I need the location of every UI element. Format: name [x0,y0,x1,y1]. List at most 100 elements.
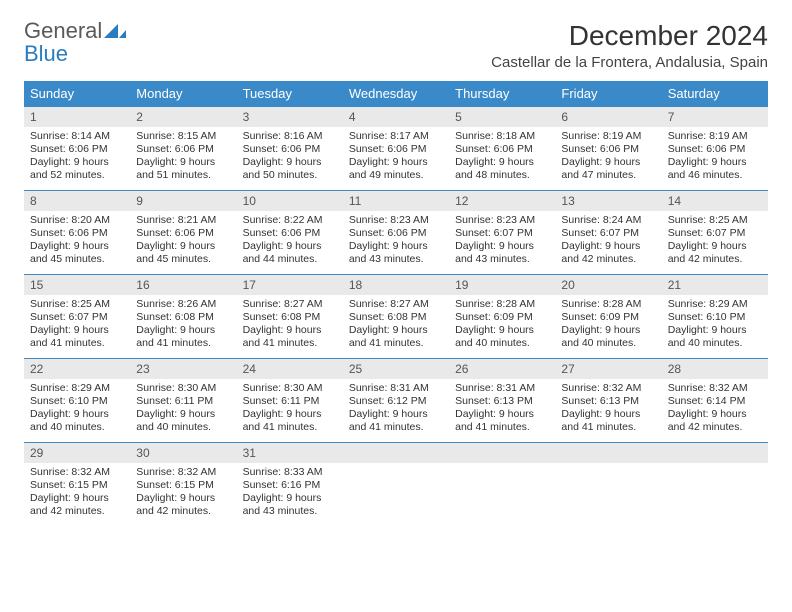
calendar-cell: 5Sunrise: 8:18 AMSunset: 6:06 PMDaylight… [449,107,555,191]
sunset-text: Sunset: 6:12 PM [349,395,443,408]
daylight-text-1: Daylight: 9 hours [136,240,230,253]
month-title: December 2024 [491,20,768,52]
sunset-text: Sunset: 6:06 PM [136,143,230,156]
daylight-text-1: Daylight: 9 hours [243,492,337,505]
calendar-cell: 9Sunrise: 8:21 AMSunset: 6:06 PMDaylight… [130,191,236,275]
day-info: Sunrise: 8:28 AMSunset: 6:09 PMDaylight:… [555,295,661,355]
weekday-header: Saturday [662,81,768,107]
sunrise-text: Sunrise: 8:23 AM [349,214,443,227]
sunrise-text: Sunrise: 8:16 AM [243,130,337,143]
day-number: 29 [24,443,130,463]
daylight-text-1: Daylight: 9 hours [30,408,124,421]
day-number: 26 [449,359,555,379]
day-number: 20 [555,275,661,295]
day-info: Sunrise: 8:28 AMSunset: 6:09 PMDaylight:… [449,295,555,355]
day-info: Sunrise: 8:24 AMSunset: 6:07 PMDaylight:… [555,211,661,271]
calendar-row: 22Sunrise: 8:29 AMSunset: 6:10 PMDayligh… [24,359,768,443]
day-info: Sunrise: 8:29 AMSunset: 6:10 PMDaylight:… [662,295,768,355]
day-number: 7 [662,107,768,127]
day-info: Sunrise: 8:22 AMSunset: 6:06 PMDaylight:… [237,211,343,271]
daylight-text-1: Daylight: 9 hours [243,408,337,421]
daylight-text-2: and 45 minutes. [136,253,230,266]
calendar-cell [343,443,449,527]
daylight-text-1: Daylight: 9 hours [455,324,549,337]
day-number: 30 [130,443,236,463]
sunrise-text: Sunrise: 8:15 AM [136,130,230,143]
daylight-text-1: Daylight: 9 hours [455,240,549,253]
daylight-text-2: and 41 minutes. [243,421,337,434]
daylight-text-1: Daylight: 9 hours [668,156,762,169]
day-info: Sunrise: 8:32 AMSunset: 6:15 PMDaylight:… [24,463,130,523]
day-info: Sunrise: 8:21 AMSunset: 6:06 PMDaylight:… [130,211,236,271]
day-info: Sunrise: 8:32 AMSunset: 6:13 PMDaylight:… [555,379,661,439]
daylight-text-2: and 48 minutes. [455,169,549,182]
sunset-text: Sunset: 6:06 PM [561,143,655,156]
day-number: 31 [237,443,343,463]
day-number: 15 [24,275,130,295]
sunrise-text: Sunrise: 8:17 AM [349,130,443,143]
calendar-cell: 13Sunrise: 8:24 AMSunset: 6:07 PMDayligh… [555,191,661,275]
calendar-cell: 21Sunrise: 8:29 AMSunset: 6:10 PMDayligh… [662,275,768,359]
sunset-text: Sunset: 6:07 PM [30,311,124,324]
day-number: 25 [343,359,449,379]
day-info: Sunrise: 8:25 AMSunset: 6:07 PMDaylight:… [662,211,768,271]
sunset-text: Sunset: 6:07 PM [561,227,655,240]
sunset-text: Sunset: 6:06 PM [668,143,762,156]
sunrise-text: Sunrise: 8:30 AM [136,382,230,395]
weekday-header: Sunday [24,81,130,107]
day-info: Sunrise: 8:18 AMSunset: 6:06 PMDaylight:… [449,127,555,187]
sunset-text: Sunset: 6:14 PM [668,395,762,408]
sunrise-text: Sunrise: 8:26 AM [136,298,230,311]
sunset-text: Sunset: 6:09 PM [455,311,549,324]
day-info: Sunrise: 8:31 AMSunset: 6:12 PMDaylight:… [343,379,449,439]
day-info: Sunrise: 8:19 AMSunset: 6:06 PMDaylight:… [662,127,768,187]
calendar-cell: 20Sunrise: 8:28 AMSunset: 6:09 PMDayligh… [555,275,661,359]
calendar-cell: 23Sunrise: 8:30 AMSunset: 6:11 PMDayligh… [130,359,236,443]
sunrise-text: Sunrise: 8:27 AM [243,298,337,311]
weekday-header: Friday [555,81,661,107]
calendar-cell: 15Sunrise: 8:25 AMSunset: 6:07 PMDayligh… [24,275,130,359]
sunrise-text: Sunrise: 8:30 AM [243,382,337,395]
daylight-text-2: and 40 minutes. [455,337,549,350]
calendar-cell: 6Sunrise: 8:19 AMSunset: 6:06 PMDaylight… [555,107,661,191]
daylight-text-1: Daylight: 9 hours [455,408,549,421]
daylight-text-2: and 52 minutes. [30,169,124,182]
daylight-text-2: and 40 minutes. [136,421,230,434]
day-info: Sunrise: 8:31 AMSunset: 6:13 PMDaylight:… [449,379,555,439]
sunset-text: Sunset: 6:07 PM [668,227,762,240]
daylight-text-1: Daylight: 9 hours [668,408,762,421]
sunset-text: Sunset: 6:11 PM [136,395,230,408]
logo-word-general: General [24,18,102,43]
day-number: 2 [130,107,236,127]
calendar-table: Sunday Monday Tuesday Wednesday Thursday… [24,81,768,527]
sunset-text: Sunset: 6:06 PM [243,143,337,156]
calendar-cell: 24Sunrise: 8:30 AMSunset: 6:11 PMDayligh… [237,359,343,443]
weekday-header-row: Sunday Monday Tuesday Wednesday Thursday… [24,81,768,107]
day-info: Sunrise: 8:27 AMSunset: 6:08 PMDaylight:… [343,295,449,355]
day-number: 6 [555,107,661,127]
day-number: 22 [24,359,130,379]
day-number: 9 [130,191,236,211]
daylight-text-2: and 44 minutes. [243,253,337,266]
day-number: 23 [130,359,236,379]
daylight-text-2: and 42 minutes. [668,253,762,266]
daylight-text-2: and 42 minutes. [668,421,762,434]
daylight-text-1: Daylight: 9 hours [349,324,443,337]
daylight-text-2: and 47 minutes. [561,169,655,182]
day-number: 13 [555,191,661,211]
daylight-text-2: and 41 minutes. [561,421,655,434]
calendar-cell: 1Sunrise: 8:14 AMSunset: 6:06 PMDaylight… [24,107,130,191]
sunrise-text: Sunrise: 8:20 AM [30,214,124,227]
sunrise-text: Sunrise: 8:19 AM [561,130,655,143]
sunset-text: Sunset: 6:15 PM [30,479,124,492]
sunrise-text: Sunrise: 8:32 AM [136,466,230,479]
day-number: 8 [24,191,130,211]
day-info: Sunrise: 8:15 AMSunset: 6:06 PMDaylight:… [130,127,236,187]
day-info: Sunrise: 8:14 AMSunset: 6:06 PMDaylight:… [24,127,130,187]
daylight-text-1: Daylight: 9 hours [30,240,124,253]
weekday-header: Tuesday [237,81,343,107]
daylight-text-2: and 46 minutes. [668,169,762,182]
day-info: Sunrise: 8:20 AMSunset: 6:06 PMDaylight:… [24,211,130,271]
sunset-text: Sunset: 6:06 PM [136,227,230,240]
sunrise-text: Sunrise: 8:18 AM [455,130,549,143]
